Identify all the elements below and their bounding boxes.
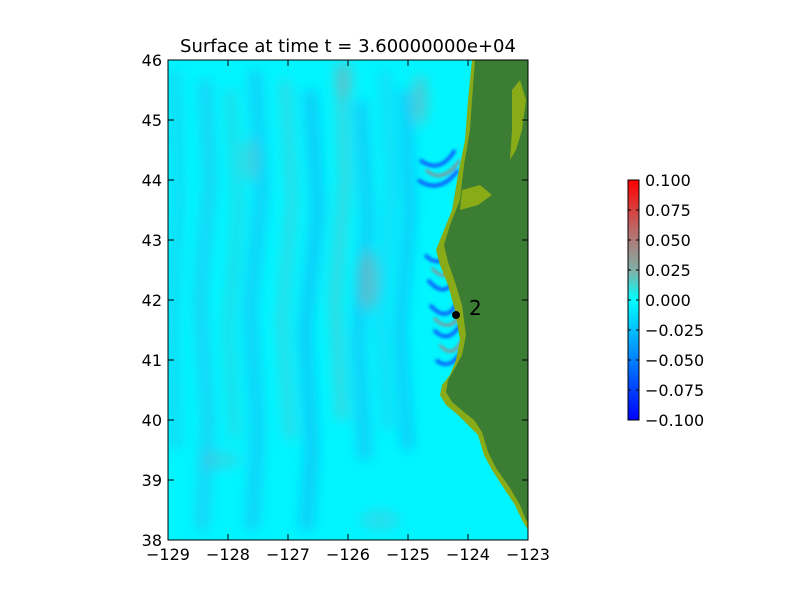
map-area (168, 60, 528, 540)
land (444, 60, 528, 522)
y-axis: 38 39 40 41 42 43 44 45 46 (142, 51, 528, 550)
x-axis: −129 −128 −127 −126 −125 −124 −123 (146, 60, 550, 564)
inland-water (510, 80, 526, 160)
x-tick-label: −127 (266, 545, 310, 564)
y-tick-label: 43 (142, 231, 162, 250)
y-tick-label: 45 (142, 111, 162, 130)
colorbar-ticks: 0.100 0.075 0.050 0.025 0.000 −0.025 −0.050 −0.… (628, 171, 704, 430)
y-tick-label: 38 (142, 531, 162, 550)
colorbar-tick-label: 0.075 (645, 201, 691, 220)
colorbar-tick-label: 0.025 (645, 261, 691, 280)
x-tick-label: −126 (326, 545, 370, 564)
y-tick-label: 39 (142, 471, 162, 490)
colorbar-tick-label: −0.025 (645, 321, 704, 340)
y-tick-label: 46 (142, 51, 162, 70)
x-tick-label: −129 (146, 545, 190, 564)
colorbar-tick-label: 0.100 (645, 171, 691, 190)
y-tick-label: 40 (142, 411, 162, 430)
y-tick-label: 41 (142, 351, 162, 370)
colorbar-tick-label: 0.000 (645, 291, 691, 310)
y-tick-label: 44 (142, 171, 162, 190)
colorbar-tick-label: −0.075 (645, 381, 704, 400)
gauge-marker[interactable] (452, 311, 460, 319)
x-tick-label: −125 (386, 545, 430, 564)
y-tick-label: 42 (142, 291, 162, 310)
colorbar-tick-label: −0.050 (645, 351, 704, 370)
colorbar-tick-label: −0.100 (645, 411, 704, 430)
gauge-label: 2 (469, 296, 482, 320)
bay (460, 185, 492, 210)
colorbar-tick-label: 0.050 (645, 231, 691, 250)
wave-pattern (168, 60, 428, 531)
colorbar: 0.100 0.075 0.050 0.025 0.000 −0.025 −0.050 −0.… (627, 171, 704, 430)
x-tick-label: −128 (206, 545, 250, 564)
x-tick-label: −124 (446, 545, 490, 564)
plot-title: Surface at time t = 3.60000000e+04 (180, 36, 516, 57)
x-tick-label: −123 (506, 545, 550, 564)
